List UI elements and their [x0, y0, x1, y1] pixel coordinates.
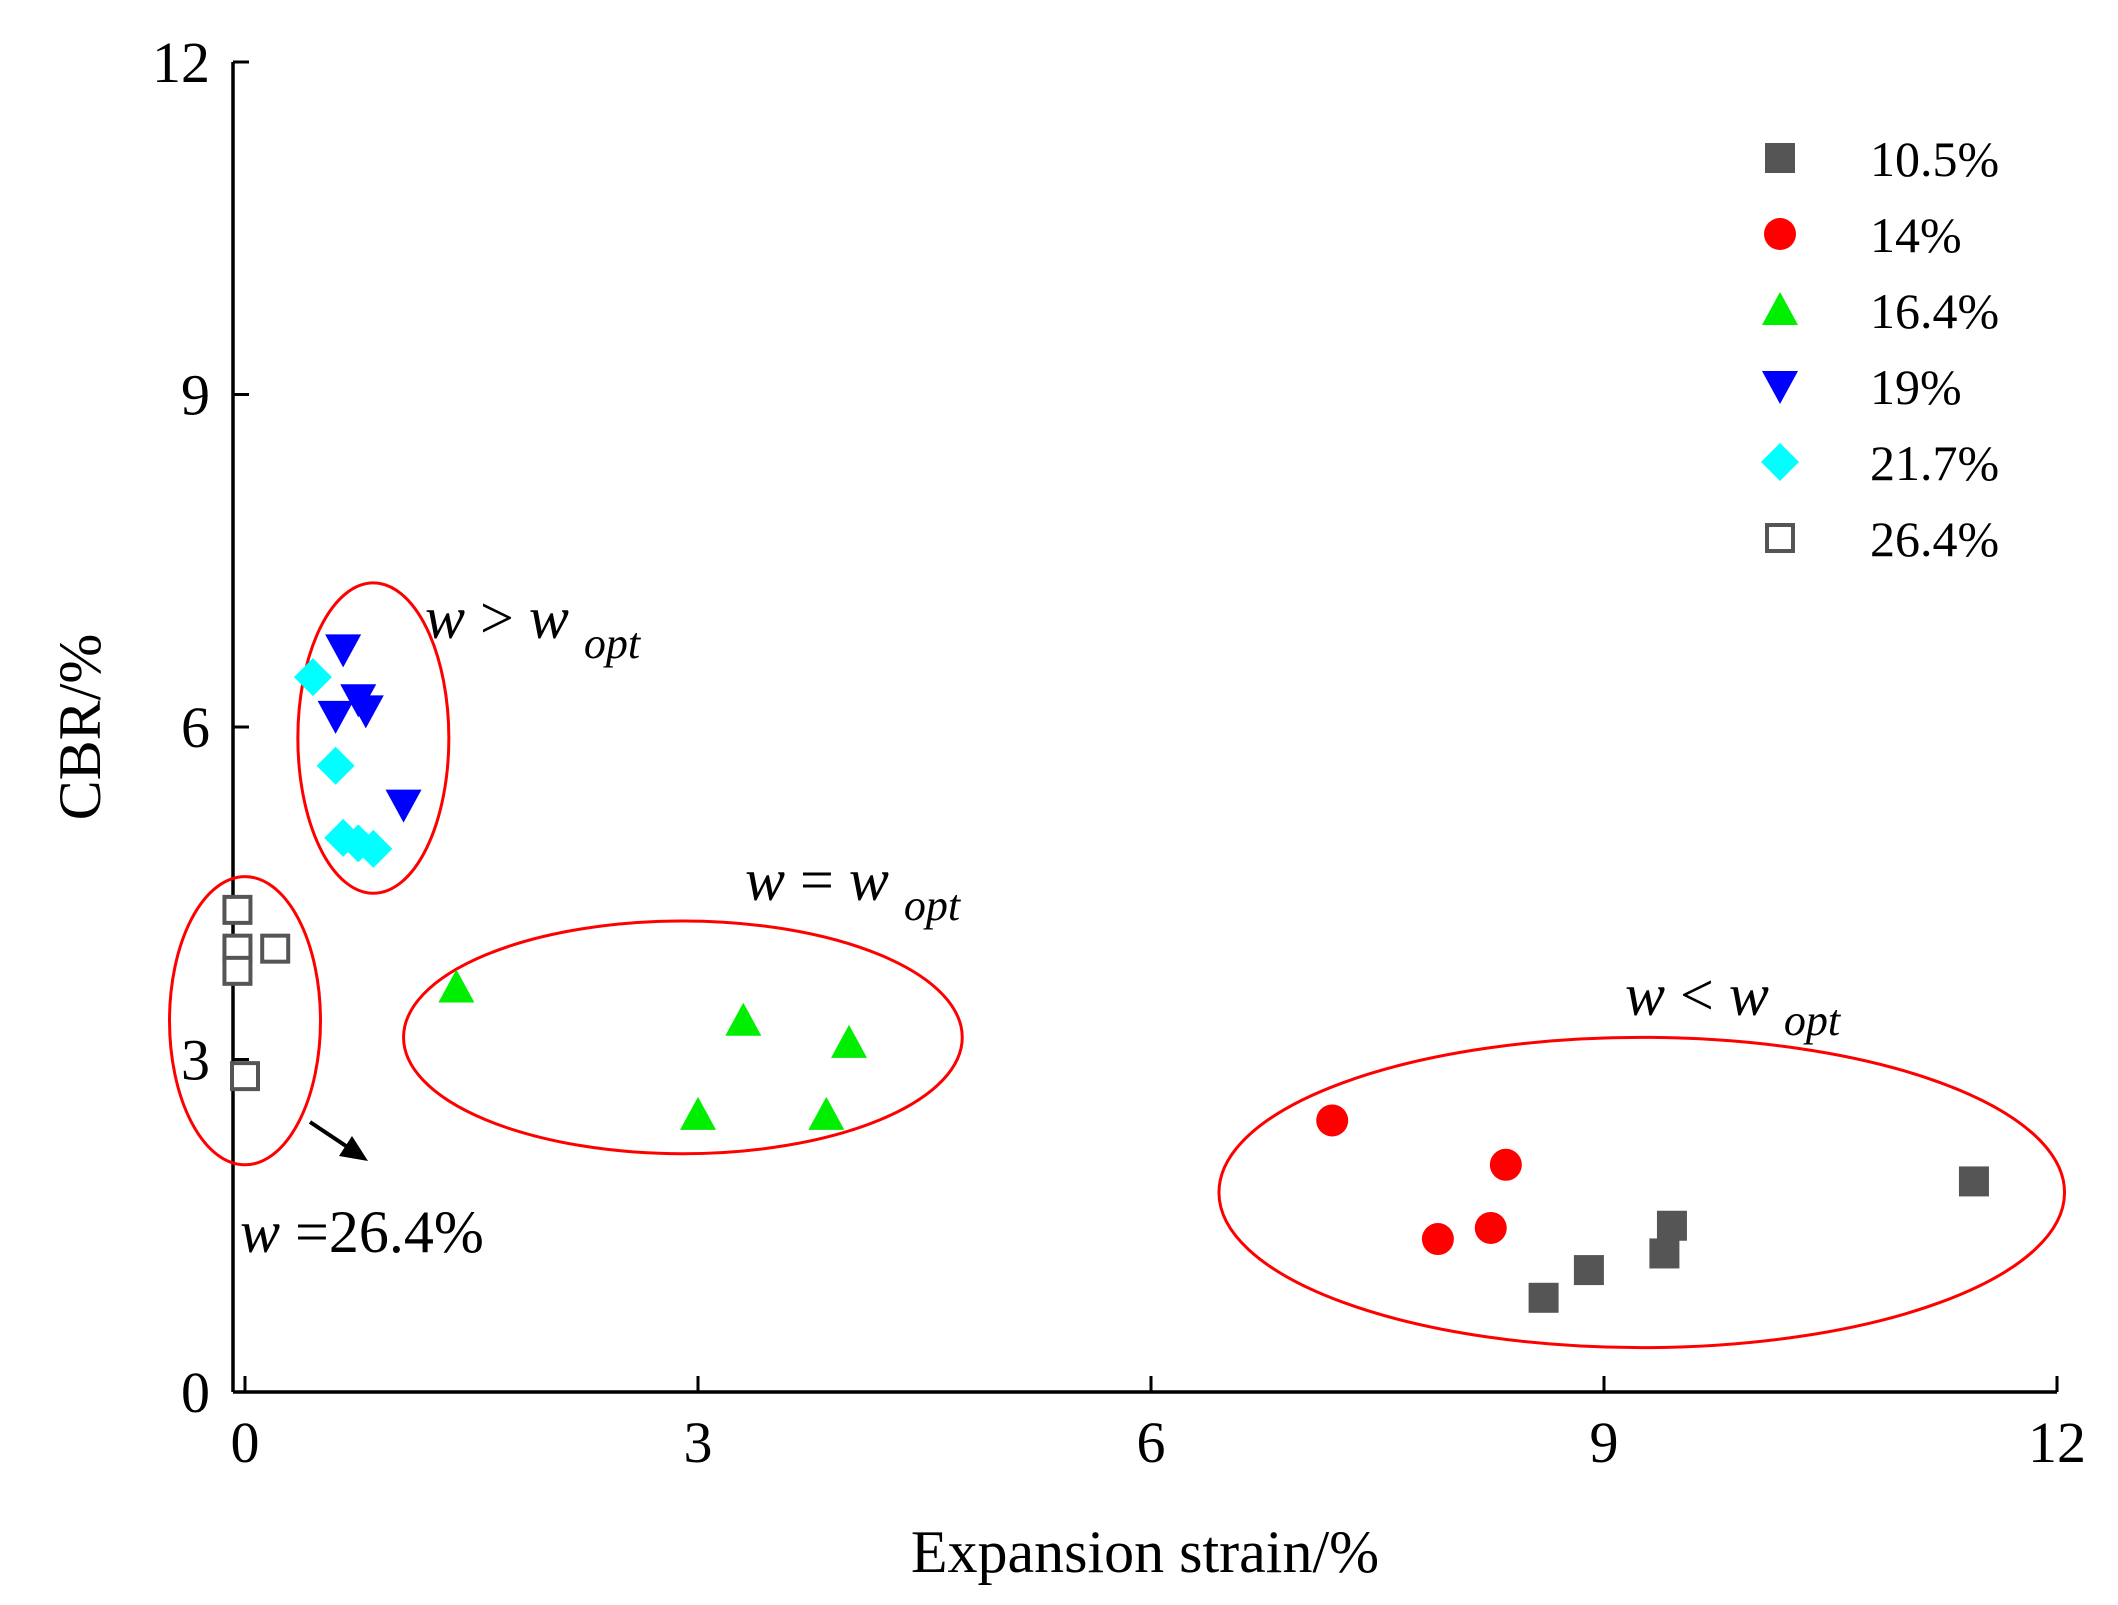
axis-ticks: 0 3 6 9 12 0 3 6 9 12	[152, 30, 2086, 1475]
annotation-w-26-4: w =26.4%	[240, 1199, 484, 1265]
legend: 10.5% 14% 16.4% 19% 21.7% 26.4%	[1761, 131, 1999, 567]
point-filled-diamond	[316, 746, 355, 785]
group-ellipse	[296, 581, 451, 895]
data-points	[222, 634, 1989, 1313]
point-filled-triangle-down	[347, 695, 384, 729]
legend-label: 16.4%	[1870, 283, 1999, 339]
x-tick-label: 12	[2028, 1410, 2086, 1475]
legend-marker	[1761, 443, 1799, 481]
point-filled-triangle-down	[385, 789, 422, 823]
group-ellipse	[1217, 1035, 2067, 1350]
point-filled-square	[1528, 1282, 1559, 1313]
point-filled-triangle-up	[808, 1096, 845, 1130]
point-filled-square	[1649, 1238, 1680, 1269]
point-filled-square	[1656, 1210, 1687, 1241]
point-open-square	[222, 955, 253, 986]
annotation-arrow-head	[339, 1136, 368, 1161]
legend-marker	[1764, 218, 1796, 250]
legend-label: 21.7%	[1870, 435, 1999, 491]
point-filled-triangle-up	[831, 1024, 867, 1058]
point-filled-triangle-down	[325, 634, 362, 668]
point-filled-circle	[1489, 1148, 1522, 1181]
point-open-square	[230, 1061, 260, 1092]
legend-marker	[1765, 523, 1795, 553]
group-ellipse	[402, 919, 964, 1156]
legend-label: 14%	[1870, 207, 1962, 263]
legend-marker	[1765, 143, 1795, 173]
x-tick-label: 6	[1137, 1410, 1166, 1475]
legend-label: 26.4%	[1870, 511, 1999, 567]
point-open-square	[260, 933, 291, 964]
group-ellipses	[168, 581, 2067, 1350]
point-filled-diamond	[354, 829, 393, 868]
legend-label: 10.5%	[1870, 131, 1999, 187]
point-filled-circle	[1474, 1211, 1507, 1244]
legend-marker	[1762, 292, 1798, 325]
y-tick-label: 0	[181, 1360, 210, 1425]
legend-label: 19%	[1870, 359, 1962, 415]
x-axis-title: Expansion strain/%	[911, 1519, 1379, 1585]
y-axis-title: CBR/%	[47, 634, 113, 821]
point-filled-circle	[1421, 1223, 1454, 1256]
legend-marker	[1762, 371, 1798, 404]
annotation-w-lt-wopt: w < w opt	[1625, 962, 1842, 1045]
point-filled-triangle-down	[317, 700, 354, 734]
point-filled-triangle-up	[438, 969, 475, 1003]
x-tick-label: 9	[1590, 1410, 1619, 1475]
axes	[231, 62, 2057, 1394]
annotation-w-eq-wopt: w = w opt	[745, 847, 962, 930]
point-filled-diamond	[293, 658, 332, 697]
group-ellipse	[168, 875, 322, 1167]
x-tick-label: 0	[231, 1410, 260, 1475]
point-filled-square	[1573, 1255, 1604, 1286]
y-tick-label: 9	[181, 363, 210, 428]
y-tick-label: 6	[181, 695, 210, 760]
y-tick-label: 12	[152, 30, 210, 95]
point-open-square	[222, 894, 253, 925]
point-filled-triangle-up	[680, 1096, 716, 1130]
y-tick-label: 3	[181, 1028, 210, 1093]
annotation-w-gt-wopt: w > w opt	[425, 585, 642, 668]
point-filled-square	[1958, 1166, 1989, 1197]
x-tick-label: 3	[684, 1410, 713, 1475]
annotations: w > w opt w = w opt w < w opt w =26.4%	[240, 585, 1842, 1265]
point-filled-circle	[1316, 1104, 1349, 1137]
annotation-arrow-shaft	[308, 1120, 354, 1152]
point-filled-triangle-up	[725, 1002, 762, 1036]
